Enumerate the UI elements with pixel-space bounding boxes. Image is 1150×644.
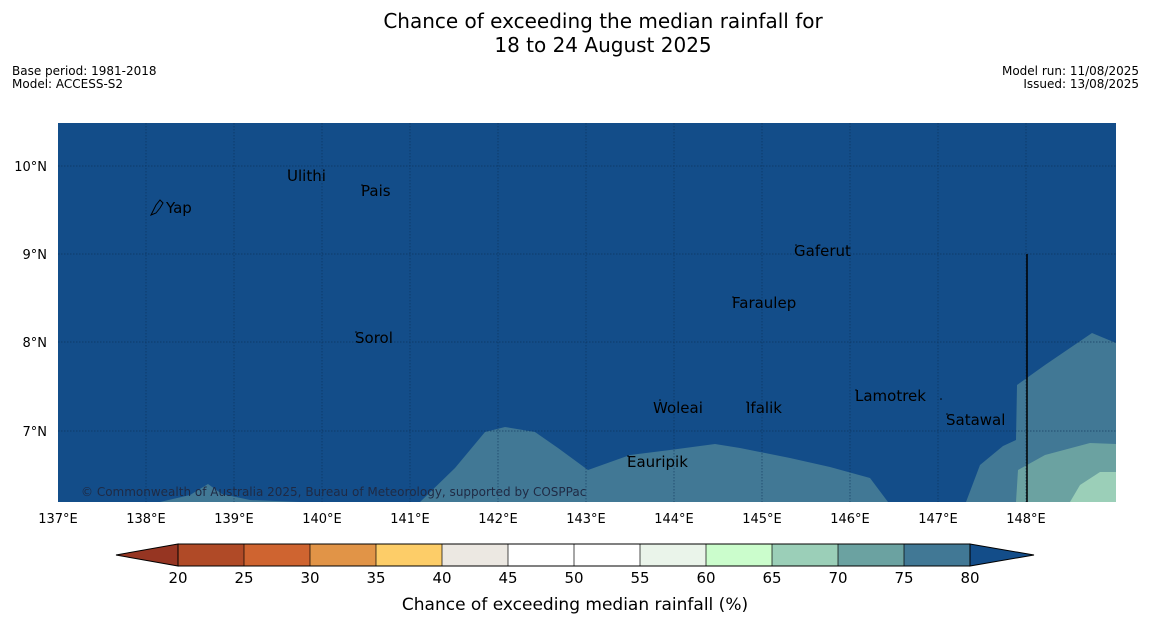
lat-label: 7°N <box>23 425 48 440</box>
colorbar: 20 25 30 35 40 45 50 55 60 65 70 75 80 C… <box>115 543 1035 615</box>
colorbar-tick-labels: 20 25 30 35 40 45 50 55 60 65 70 75 80 <box>168 569 979 587</box>
place-label: Sorol <box>355 329 393 347</box>
meta-right: Model run: 11/08/2025 Issued: 13/08/2025 <box>1002 65 1139 91</box>
colorbar-swatch <box>244 544 310 566</box>
place-label: Woleai <box>653 399 703 417</box>
colorbar-tick: 35 <box>366 569 385 587</box>
lon-label: 146°E <box>830 512 870 527</box>
lon-label: 138°E <box>126 512 166 527</box>
yap-island-shape <box>149 199 164 216</box>
lon-label: 137°E <box>38 512 78 527</box>
colorbar-tick: 45 <box>498 569 517 587</box>
colorbar-swatch <box>442 544 508 566</box>
place-label: Gaferut <box>794 242 851 260</box>
place-labels: Ulithi Pais Yap Gaferut Faraulep Sorol L… <box>165 167 1005 471</box>
lat-label: 9°N <box>23 248 48 263</box>
colorbar-tick: 55 <box>630 569 649 587</box>
place-label: Ifalik <box>746 399 782 417</box>
map-title: Chance of exceeding the median rainfall … <box>0 9 1150 57</box>
colorbar-swatch <box>640 544 706 566</box>
place-label: Faraulep <box>732 294 796 312</box>
colorbar-extend-low <box>115 543 179 567</box>
colorbar-tick: 75 <box>894 569 913 587</box>
colorbar-tick: 80 <box>960 569 979 587</box>
latitude-labels: 10°N 9°N 8°N 7°N <box>14 160 47 440</box>
colorbar-extend-high <box>969 543 1035 567</box>
place-label: Pais <box>361 182 391 200</box>
base-period: Base period: 1981-2018 <box>12 64 157 78</box>
title-line-2: 18 to 24 August 2025 <box>494 33 712 57</box>
issued-date: Issued: 13/08/2025 <box>1023 77 1139 91</box>
colorbar-tick: 25 <box>234 569 253 587</box>
lon-label: 139°E <box>214 512 254 527</box>
colorbar-swatch <box>508 544 574 566</box>
lon-label: 140°E <box>302 512 342 527</box>
model-name: Model: ACCESS-S2 <box>12 77 124 91</box>
colorbar-frame <box>177 543 971 567</box>
colorbar-tick: 40 <box>432 569 451 587</box>
colorbar-swatch <box>772 544 838 566</box>
colorbar-swatch <box>904 544 970 566</box>
colorbar-swatch <box>706 544 772 566</box>
colorbar-swatch <box>574 544 640 566</box>
place-label: Ulithi <box>287 167 326 185</box>
lon-label: 143°E <box>566 512 606 527</box>
colorbar-tick: 60 <box>696 569 715 587</box>
lon-label: 144°E <box>654 512 694 527</box>
meta-left: Base period: 1981-2018 Model: ACCESS-S2 <box>12 65 157 91</box>
colorbar-tick: 20 <box>168 569 187 587</box>
map-panel: Ulithi Pais Yap Gaferut Faraulep Sorol L… <box>58 123 1116 502</box>
lon-label: 145°E <box>742 512 782 527</box>
graticule <box>58 123 1116 502</box>
rain-band-65-70 <box>1070 472 1116 502</box>
title-line-1: Chance of exceeding the median rainfall … <box>383 9 823 33</box>
colorbar-tick: 70 <box>828 569 847 587</box>
colorbar-swatch <box>838 544 904 566</box>
lat-label: 8°N <box>23 336 48 351</box>
copyright-notice: © Commonwealth of Australia 2025, Bureau… <box>81 485 586 499</box>
lon-label: 147°E <box>918 512 958 527</box>
place-label: Satawal <box>946 411 1005 429</box>
colorbar-label: Chance of exceeding median rainfall (%) <box>402 595 748 615</box>
colorbar-swatch <box>310 544 376 566</box>
ocean-background <box>58 123 1116 502</box>
place-label: Lamotrek <box>855 387 926 405</box>
longitude-labels: 137°E 138°E 139°E 140°E 141°E 142°E 143°… <box>38 512 1046 527</box>
place-label: Eauripik <box>627 453 688 471</box>
colorbar-swatch <box>178 544 244 566</box>
lat-label: 10°N <box>14 160 47 175</box>
place-label: Yap <box>165 199 192 217</box>
colorbar-swatch <box>376 544 442 566</box>
island-markers <box>288 169 948 457</box>
colorbar-tick: 30 <box>300 569 319 587</box>
model-run: Model run: 11/08/2025 <box>1001 64 1139 78</box>
lon-label: 142°E <box>478 512 518 527</box>
lon-label: 141°E <box>390 512 430 527</box>
colorbar-tick: 65 <box>762 569 781 587</box>
lon-label: 148°E <box>1006 512 1046 527</box>
colorbar-tick: 50 <box>564 569 583 587</box>
